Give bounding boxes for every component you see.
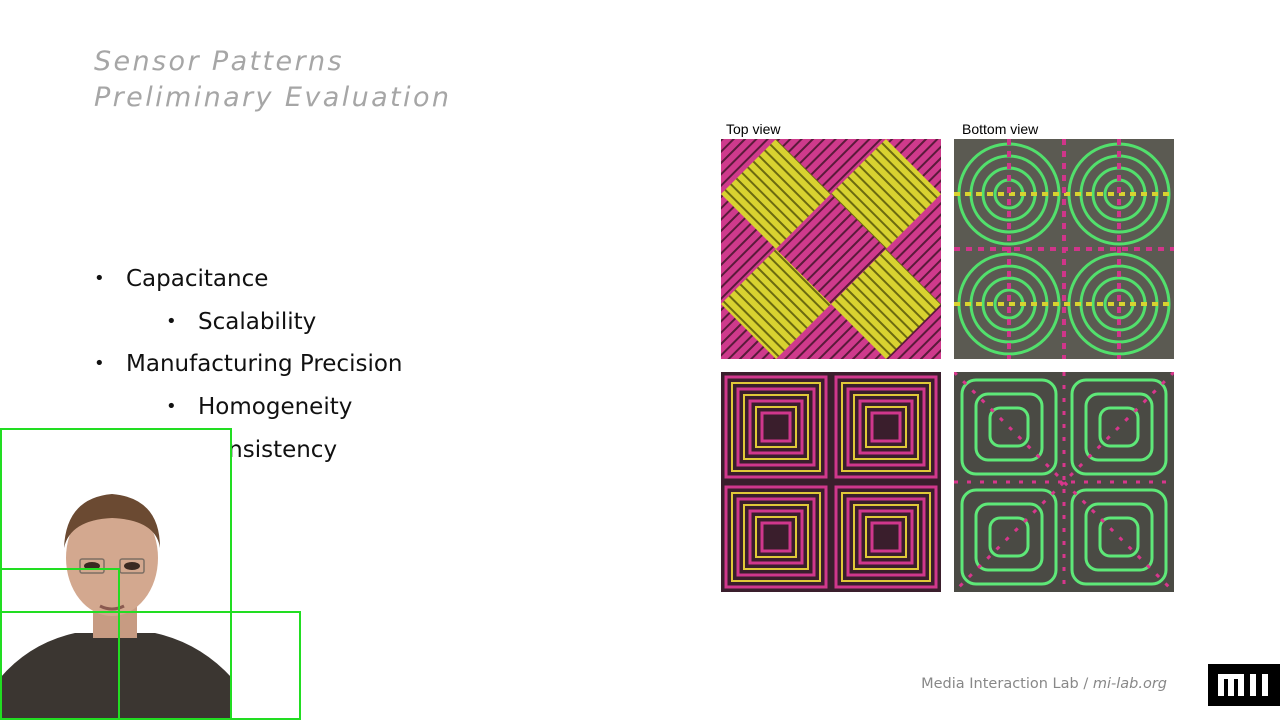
bullet-item: • Homogeneity xyxy=(94,386,402,429)
bullet-item: • Manufacturing Precision xyxy=(94,343,402,386)
top-view-image-1 xyxy=(721,139,941,359)
bottom-view-image-1 xyxy=(954,139,1174,359)
footer-credit: Media Interaction Lab / mi-lab.org xyxy=(921,676,1167,692)
bullet-item: • Capacitance xyxy=(94,258,402,301)
bullet-text: Manufacturing Precision xyxy=(126,351,403,378)
slide-title: Sensor Patterns Preliminary Evaluation xyxy=(94,44,451,116)
bullet-icon: • xyxy=(94,353,105,375)
caption-bottom-view: Bottom view xyxy=(962,121,1039,137)
bottom-view-image-2 xyxy=(954,372,1174,592)
bullet-text: Capacitance xyxy=(126,266,269,292)
mil-logo-icon xyxy=(1208,664,1280,706)
bullet-text: Scalability xyxy=(198,308,317,335)
footer-url: mi-lab.org xyxy=(1092,676,1167,692)
presenter-webcam xyxy=(0,428,232,720)
slide-title-line-2: Preliminary Evaluation xyxy=(94,82,452,113)
bullet-icon: • xyxy=(94,268,105,289)
slide-title-line-1: Sensor Patterns xyxy=(94,46,345,77)
bullet-icon: • xyxy=(166,396,177,418)
caption-top-view: Top view xyxy=(726,121,781,137)
footer-separator: / xyxy=(1078,676,1093,692)
footer-lab-name: Media Interaction Lab xyxy=(921,676,1079,692)
top-view-image-2 xyxy=(721,372,941,592)
bullet-text: Homogeneity xyxy=(198,394,353,421)
bullet-icon: • xyxy=(166,310,177,332)
bullet-item: • Scalability xyxy=(94,301,402,344)
